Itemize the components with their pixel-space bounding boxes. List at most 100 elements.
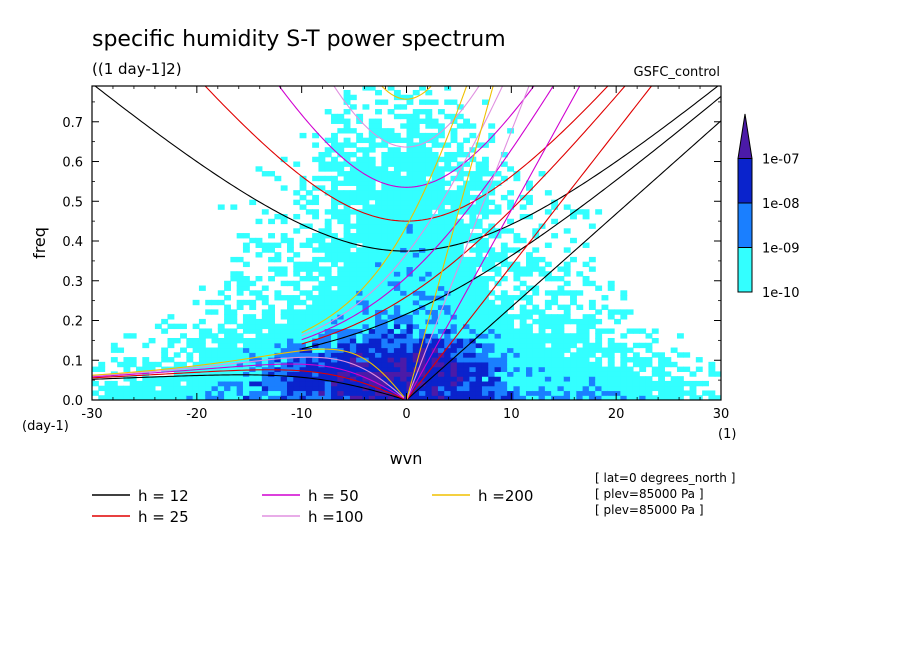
heatmap-cell xyxy=(192,376,200,382)
heatmap-cell xyxy=(481,318,489,325)
y-tick-label: 0.1 xyxy=(62,354,83,369)
heatmap-cell xyxy=(425,147,433,153)
heatmap-cell xyxy=(620,376,628,382)
heatmap-cell xyxy=(437,347,445,353)
heatmap-cell xyxy=(123,366,131,372)
heatmap-cell xyxy=(393,271,401,277)
heatmap-cell xyxy=(588,304,596,310)
heatmap-cell xyxy=(211,347,219,353)
heatmap-cell xyxy=(337,280,345,287)
heatmap-cell xyxy=(280,333,288,339)
heatmap-cell xyxy=(475,357,483,363)
heatmap-cell xyxy=(557,376,565,382)
heatmap-cell xyxy=(406,99,414,105)
heatmap-cell xyxy=(450,199,458,206)
heatmap-cell xyxy=(419,118,426,124)
heatmap-cell xyxy=(343,261,351,268)
heatmap-cell xyxy=(702,390,710,396)
heatmap-cell xyxy=(519,361,527,368)
heatmap-cell xyxy=(544,318,552,325)
heatmap-cell xyxy=(312,390,320,396)
heatmap-cell xyxy=(312,199,320,206)
heatmap-cell xyxy=(676,366,684,372)
heatmap-cell xyxy=(368,390,376,396)
heatmap-cell xyxy=(431,213,439,220)
heatmap-cell xyxy=(224,352,231,358)
heatmap-cell xyxy=(324,266,332,272)
heatmap-cell xyxy=(343,242,351,248)
heatmap-cell xyxy=(224,380,231,387)
heatmap-cell xyxy=(576,385,584,392)
heatmap-cell xyxy=(349,328,357,334)
heatmap-cell xyxy=(437,213,445,220)
heatmap-cell xyxy=(337,171,345,177)
heatmap-cell xyxy=(456,342,464,349)
heatmap-cell xyxy=(607,285,615,291)
heatmap-cell xyxy=(450,328,458,334)
heatmap-cell xyxy=(104,390,112,396)
heatmap-cell xyxy=(343,342,351,349)
heatmap-cell xyxy=(444,342,452,349)
heatmap-cell xyxy=(148,376,156,382)
heatmap-cell xyxy=(419,142,426,148)
heatmap-cell xyxy=(444,357,452,363)
heatmap-cell xyxy=(186,357,194,363)
mrg-wave-curve xyxy=(301,95,721,350)
heatmap-cell xyxy=(375,347,382,353)
heatmap-cell xyxy=(92,390,99,396)
heatmap-cell xyxy=(312,385,320,392)
heatmap-cell xyxy=(318,256,326,263)
heatmap-cell xyxy=(110,390,118,396)
heatmap-cell xyxy=(570,318,577,325)
heatmap-cell xyxy=(551,275,559,282)
heatmap-cell xyxy=(431,333,439,339)
heatmap-cell xyxy=(431,123,439,129)
heatmap-cell xyxy=(526,213,533,220)
heatmap-cell xyxy=(236,290,244,296)
heatmap-cell xyxy=(349,271,357,277)
heatmap-cell xyxy=(356,347,364,353)
heatmap-cell xyxy=(381,185,389,191)
colorbar-swatch xyxy=(737,158,753,204)
heatmap-cell xyxy=(444,309,452,315)
heatmap-cell xyxy=(658,376,665,382)
heatmap-cell xyxy=(343,290,351,296)
x-tick-label: 10 xyxy=(503,407,520,422)
heatmap-cell xyxy=(526,252,533,258)
heatmap-cell xyxy=(362,318,370,325)
heatmap-cell xyxy=(299,352,307,358)
heatmap-cell xyxy=(412,123,420,129)
heatmap-cell xyxy=(412,109,420,115)
heatmap-cell xyxy=(412,299,420,306)
heatmap-cell xyxy=(557,333,565,339)
heatmap-cell xyxy=(538,333,546,339)
heatmap-cell xyxy=(318,390,326,396)
heatmap-cell xyxy=(544,275,552,282)
heatmap-cell xyxy=(588,314,596,320)
heatmap-cell xyxy=(293,314,301,320)
heatmap-cell xyxy=(368,142,376,148)
heatmap-cell xyxy=(576,376,584,382)
heatmap-cell xyxy=(463,161,470,167)
heatmap-cell xyxy=(425,314,433,320)
heatmap-cell xyxy=(570,352,577,358)
heatmap-cell xyxy=(526,337,533,344)
heatmap-cell xyxy=(356,361,364,368)
heatmap-cell xyxy=(676,376,684,382)
heatmap-cell xyxy=(286,385,294,392)
heatmap-cell xyxy=(507,380,515,387)
heatmap-cell xyxy=(299,390,307,396)
heatmap-cell xyxy=(274,395,282,400)
heatmap-cell xyxy=(469,256,477,263)
heatmap-cell xyxy=(343,299,351,306)
heatmap-cell xyxy=(450,395,458,400)
heatmap-cell xyxy=(412,142,420,148)
heatmap-cell xyxy=(708,361,716,368)
heatmap-cell xyxy=(507,166,515,172)
heatmap-cell xyxy=(588,376,596,382)
heatmap-cell xyxy=(318,376,326,382)
heatmap-cell xyxy=(620,314,628,320)
heatmap-cell xyxy=(431,266,439,272)
heatmap-cell xyxy=(614,366,621,372)
